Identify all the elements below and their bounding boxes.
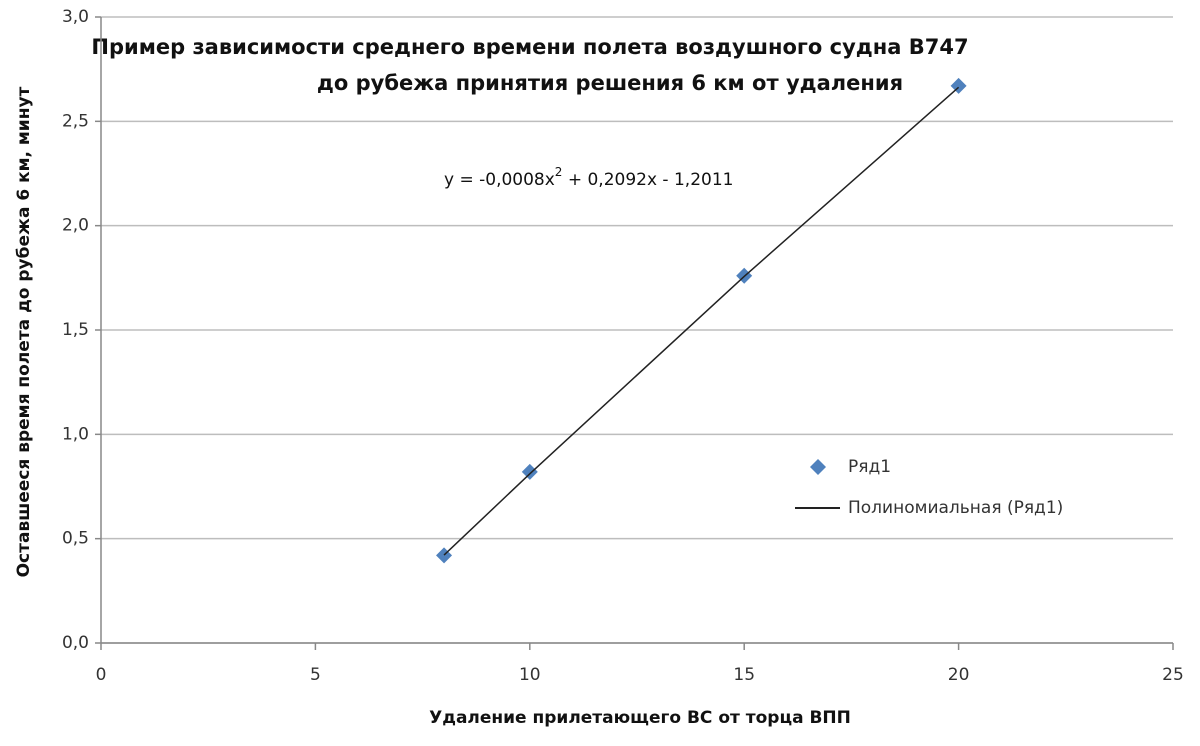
x-tick-label: 20 [948,665,970,685]
y-tick-label: 3,0 [62,7,89,27]
y-tick-label: 1,0 [62,424,89,444]
x-tick-label: 0 [96,665,107,685]
legend-label: Полиномиальная (Ряд1) [848,498,1063,518]
equation-text: + 0,2092x - 1,2011 [562,170,733,190]
chart-title: Пример зависимости среднего времени поле… [91,35,968,59]
y-axis-title: Оставшееся время полета до рубежа 6 км, … [14,86,34,577]
y-tick-label: 2,5 [62,111,89,131]
legend-label: Ряд1 [848,457,891,477]
chart-title: до рубежа принятия решения 6 км от удале… [317,71,903,95]
y-tick-label: 0,5 [62,529,89,549]
trend-line [443,86,960,556]
point [950,77,967,94]
x-tick-label: 10 [519,665,541,685]
y-tick-label: 1,5 [62,320,89,340]
equation-sup: 2 [555,165,563,179]
point [521,463,538,480]
equation: y = -0,0008x2 + 0,2092x - 1,2011 [444,165,733,191]
x-tick-label: 5 [310,665,321,685]
y-tick-label: 0,0 [62,633,89,653]
legend-marker [810,459,826,475]
x-tick-label: 25 [1162,665,1184,685]
x-tick-label: 15 [733,665,755,685]
equation-text: y = -0,0008x [444,170,555,190]
y-tick-label: 2,0 [62,216,89,236]
x-axis-title: Удаление прилетающего ВС от торца ВПП [429,708,851,728]
